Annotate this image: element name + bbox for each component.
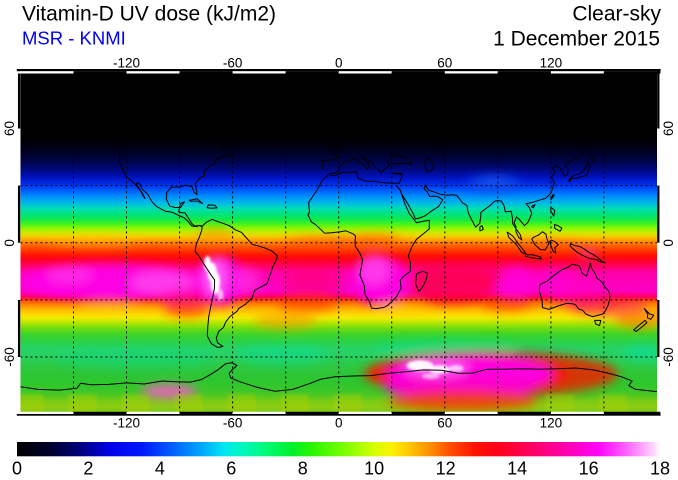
svg-text:0: 0 bbox=[12, 458, 22, 478]
svg-text:0: 0 bbox=[661, 239, 676, 247]
svg-text:16: 16 bbox=[579, 458, 599, 478]
svg-text:-120: -120 bbox=[113, 56, 140, 71]
svg-text:Clear-sky: Clear-sky bbox=[572, 3, 661, 26]
svg-text:-60: -60 bbox=[223, 56, 243, 71]
svg-text:6: 6 bbox=[226, 458, 236, 478]
svg-text:60: 60 bbox=[2, 121, 17, 136]
svg-text:2: 2 bbox=[83, 458, 93, 478]
svg-text:12: 12 bbox=[436, 458, 456, 478]
svg-text:18: 18 bbox=[650, 458, 670, 478]
svg-text:1 December 2015: 1 December 2015 bbox=[493, 28, 660, 51]
svg-text:-60: -60 bbox=[223, 416, 243, 431]
svg-text:14: 14 bbox=[507, 458, 527, 478]
svg-text:8: 8 bbox=[298, 458, 308, 478]
svg-text:10: 10 bbox=[364, 458, 384, 478]
svg-text:60: 60 bbox=[437, 56, 452, 71]
svg-text:0: 0 bbox=[2, 239, 17, 247]
svg-text:120: 120 bbox=[540, 416, 563, 431]
svg-text:60: 60 bbox=[437, 416, 452, 431]
svg-text:120: 120 bbox=[540, 56, 563, 71]
svg-text:-120: -120 bbox=[113, 416, 140, 431]
svg-text:0: 0 bbox=[335, 416, 343, 431]
svg-text:0: 0 bbox=[335, 56, 343, 71]
svg-text:4: 4 bbox=[155, 458, 165, 478]
svg-text:Vitamin-D UV dose (kJ/m2): Vitamin-D UV dose (kJ/m2) bbox=[22, 3, 276, 26]
svg-text:MSR - KNMI: MSR - KNMI bbox=[22, 28, 126, 49]
svg-text:60: 60 bbox=[661, 121, 676, 136]
svg-text:-60: -60 bbox=[661, 347, 676, 367]
svg-text:-60: -60 bbox=[2, 347, 17, 367]
